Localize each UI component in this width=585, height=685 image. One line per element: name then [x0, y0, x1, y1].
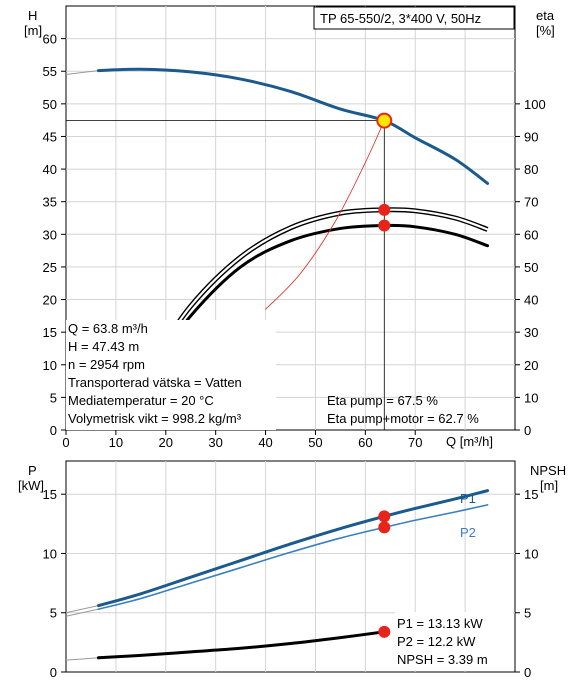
bottom-ytick-left-label: 15 — [43, 487, 57, 502]
npsh-axis-unit: [m] — [540, 478, 558, 493]
x-axis-label: Q [m³/h] — [446, 434, 493, 449]
top-ytick-left-label: 60 — [43, 32, 57, 47]
chart-title: TP 65-550/2, 3*400 V, 50Hz — [320, 11, 481, 26]
top-ytick-right-label: 0 — [524, 423, 531, 438]
top-ytick-left-label: 45 — [43, 129, 57, 144]
top-ytick-right-label: 80 — [524, 162, 538, 177]
x-tick-label: 20 — [159, 435, 173, 450]
op-p2-marker — [378, 521, 391, 534]
p-axis-unit: [kW] — [18, 478, 44, 493]
info-density: Volymetrisk vikt = 998.2 kg/m³ — [68, 411, 242, 426]
top-curves — [65, 67, 490, 430]
top-ytick-right-label: 90 — [524, 129, 538, 144]
x-tick-label: 40 — [258, 435, 272, 450]
op-p1-marker — [378, 510, 391, 523]
power-npsh-panel: 0 5 10 15 0 5 10 15 P [kW] NPSH [m] P1 P2 P1 = … — [18, 460, 566, 680]
top-ytick-right-label: 70 — [524, 195, 538, 210]
title-box — [313, 6, 515, 30]
info-npsh: NPSH = 3.39 m — [397, 652, 488, 667]
top-head-curve — [96, 67, 490, 185]
bottom-NPSH-curve — [96, 630, 386, 660]
top-ytick-right-label: 40 — [524, 293, 538, 308]
top-ytick-right-label: 10 — [524, 390, 538, 405]
top-ytick-right-label: 50 — [524, 260, 538, 275]
y-left-unit: [m] — [24, 23, 42, 38]
y-right-unit: [%] — [536, 23, 555, 38]
top-eta_total-curve — [149, 223, 490, 373]
top-ytick-right-label: 60 — [524, 227, 538, 242]
top-ytick-left-label: 15 — [43, 325, 57, 340]
x-tick-label: 70 — [408, 435, 422, 450]
y-right-label: eta — [536, 8, 555, 23]
top-ytick-left-label: 20 — [43, 293, 57, 308]
bottom-P1-extension — [65, 605, 99, 614]
top-ytick-left-label: 50 — [43, 97, 57, 112]
bottom-ytick-left-label: 10 — [43, 546, 57, 561]
head-efficiency-panel: 0 5 10 15 20 25 30 35 40 45 50 55 60 0 10 20 30 40 50 60 70 8… — [24, 5, 555, 450]
bottom-P1-curve — [96, 489, 490, 608]
p1-legend-label: P1 — [460, 491, 476, 506]
top-ticks: 0 5 10 15 20 25 30 35 40 45 50 55 60 0 10 20 30 40 50 60 70 8… — [43, 32, 546, 450]
top-ytick-right-label: 100 — [524, 97, 546, 112]
top-ytick-left-label: 35 — [43, 195, 57, 210]
op-npsh-marker — [378, 625, 391, 638]
info-head: H = 47.43 m — [68, 339, 139, 354]
npsh-axis-label: NPSH — [530, 463, 566, 478]
top-system-curve — [265, 120, 385, 310]
info-panel-left — [66, 320, 276, 430]
bottom-ytick-right-label: 10 — [524, 546, 538, 561]
x-tick-label: 60 — [358, 435, 372, 450]
x-tick-label: 50 — [308, 435, 322, 450]
bottom-curves — [65, 489, 490, 661]
info-p2: P2 = 12.2 kW — [397, 634, 476, 649]
op-eta-pump-marker — [378, 203, 391, 216]
info-eta-pump: Eta pump = 67.5 % — [327, 393, 438, 408]
top-ytick-right-label: 30 — [524, 325, 538, 340]
x-tick-label: 0 — [62, 435, 69, 450]
info-temperature: Mediatemperatur = 20 °C — [68, 393, 214, 408]
y-left-label: H — [28, 8, 37, 23]
bottom-ticks: 0 5 10 15 0 5 10 15 — [43, 487, 539, 680]
x-tick-label: 10 — [109, 435, 123, 450]
info-flow: Q = 63.8 m³/h — [68, 321, 148, 336]
op-eta-total-marker — [378, 219, 391, 232]
bottom-ytick-right-label: 5 — [524, 606, 531, 621]
top-ytick-right-label: 20 — [524, 358, 538, 373]
top-ytick-left-label: 30 — [43, 227, 57, 242]
bottom-P2-curve — [97, 504, 489, 610]
top-ytick-left-label: 5 — [50, 390, 57, 405]
top-ytick-left-label: 0 — [50, 423, 57, 438]
top-ytick-left-label: 25 — [43, 260, 57, 275]
info-eta-total: Eta pump+motor = 62.7 % — [327, 411, 479, 426]
bottom-NPSH-extension — [65, 657, 99, 661]
bottom-ytick-left-label: 5 — [50, 606, 57, 621]
info-speed: n = 2954 rpm — [68, 357, 145, 372]
p2-legend-label: P2 — [460, 525, 476, 540]
op-head-marker — [376, 112, 393, 129]
info-fluid: Transporterad vätska = Vatten — [68, 375, 242, 390]
bottom-ytick-left-label: 0 — [50, 665, 57, 680]
top-head-extension — [65, 70, 99, 75]
bottom-ytick-right-label: 0 — [524, 665, 531, 680]
top-ytick-left-label: 55 — [43, 64, 57, 79]
info-panel-bottom — [395, 612, 513, 670]
top-ytick-left-label: 10 — [43, 358, 57, 373]
info-p1: P1 = 13.13 kW — [397, 616, 483, 631]
bottom-P2-extension — [65, 608, 99, 617]
bottom-ytick-right-label: 15 — [524, 487, 538, 502]
x-tick-label: 30 — [208, 435, 222, 450]
top-ytick-left-label: 40 — [43, 162, 57, 177]
p-axis-label: P — [28, 463, 37, 478]
